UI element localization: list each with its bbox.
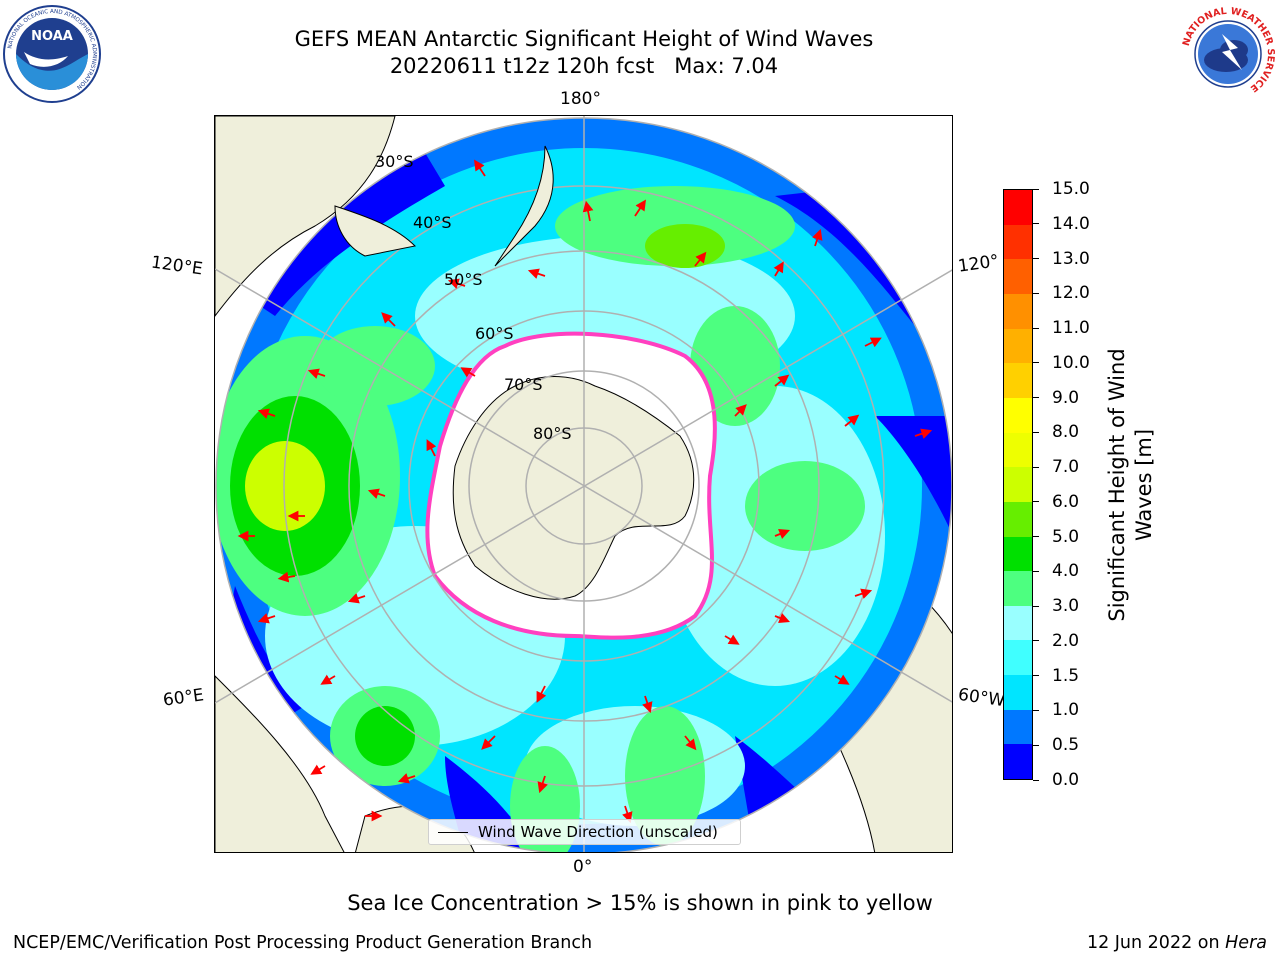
lat-label-80s: 80°S xyxy=(533,424,572,443)
map-panel xyxy=(214,115,953,853)
colorbar-tick-label: 6.0 xyxy=(1052,491,1080,512)
colorbar-tick xyxy=(1033,292,1039,294)
colorbar-tick xyxy=(1033,327,1039,329)
colorbar-segment xyxy=(1004,397,1032,433)
footer-branch: NCEP/EMC/Verification Post Processing Pr… xyxy=(13,933,593,953)
colorbar-tick-label: 3.0 xyxy=(1052,596,1080,617)
colorbar-tick-label: 5.0 xyxy=(1052,526,1080,547)
nws-logo: NATIONAL WEATHER SERVICE xyxy=(1178,4,1278,104)
colorbar-tick-label: 11.0 xyxy=(1052,318,1090,339)
colorbar-tick xyxy=(1033,258,1039,260)
colorbar-tick xyxy=(1033,431,1039,433)
lon-label-0: 0° xyxy=(573,857,593,877)
colorbar-tick xyxy=(1033,536,1039,538)
colorbar-segment xyxy=(1004,605,1032,641)
colorbar-segment xyxy=(1004,432,1032,468)
colorbar-tick xyxy=(1033,709,1039,711)
lon-label-180: 180° xyxy=(560,89,601,109)
wind-wave-arrows xyxy=(237,159,933,824)
lon-label-60e: 60°E xyxy=(161,685,206,711)
legend-label: Wind Wave Direction (unscaled) xyxy=(478,823,718,841)
colorbar-tick xyxy=(1033,605,1039,607)
colorbar-tick-label: 0.5 xyxy=(1052,735,1080,756)
svg-text:NOAA: NOAA xyxy=(31,29,73,44)
colorbar-title-line-2: Waves [m] xyxy=(1132,429,1156,541)
colorbar-segment xyxy=(1004,328,1032,364)
colorbar-tick xyxy=(1033,223,1039,225)
footer-host: Hera xyxy=(1225,933,1267,953)
colorbar-segment xyxy=(1004,467,1032,502)
antarctica-landmass xyxy=(452,376,695,600)
colorbar-tick-label: 1.5 xyxy=(1052,665,1080,686)
colorbar-tick xyxy=(1033,397,1039,399)
lat-label-50s: 50°S xyxy=(444,270,483,289)
sea-ice-note: Sea Ice Concentration > 15% is shown in … xyxy=(347,891,933,915)
map-title: GEFS MEAN Antarctic Significant Height o… xyxy=(0,26,1168,80)
colorbar xyxy=(1003,189,1033,780)
colorbar-tick-label: 13.0 xyxy=(1052,248,1090,269)
colorbar-tick xyxy=(1033,779,1039,781)
colorbar-tick-label: 10.0 xyxy=(1052,352,1090,373)
colorbar-segment xyxy=(1004,536,1032,572)
colorbar-segment xyxy=(1004,640,1032,676)
title-line-2: 20220611 t12z 120h fcst Max: 7.04 xyxy=(389,54,779,78)
lon-label-120e: 120°E xyxy=(149,252,204,280)
polar-map xyxy=(215,116,952,852)
colorbar-segment xyxy=(1004,744,1032,779)
colorbar-tick-label: 9.0 xyxy=(1052,387,1080,408)
colorbar-segment xyxy=(1004,363,1032,398)
footer-date: 12 Jun 2022 on Hera xyxy=(1087,933,1267,953)
legend-line-swatch xyxy=(438,832,468,834)
title-line-1: GEFS MEAN Antarctic Significant Height o… xyxy=(294,27,874,51)
colorbar-tick xyxy=(1033,501,1039,503)
colorbar-segment xyxy=(1004,224,1032,260)
colorbar-segment xyxy=(1004,294,1032,329)
colorbar-title-line-1: Significant Height of Wind xyxy=(1105,348,1129,621)
australia-edge xyxy=(334,205,417,257)
colorbar-tick xyxy=(1033,466,1039,468)
footer-date-text: 12 Jun 2022 on xyxy=(1086,933,1226,953)
colorbar-tick xyxy=(1033,188,1039,190)
lat-label-40s: 40°S xyxy=(413,213,452,232)
colorbar-segment xyxy=(1004,571,1032,606)
noaa-logo: NOAA NATIONAL OCEANIC AND ATMOSPHERIC AD… xyxy=(2,4,102,104)
map-legend: Wind Wave Direction (unscaled) xyxy=(428,819,741,845)
colorbar-tick-label: 8.0 xyxy=(1052,422,1080,443)
colorbar-tick xyxy=(1033,675,1039,677)
lon-label-120w: 120° xyxy=(956,251,1001,277)
longitude-gridlines xyxy=(215,116,952,852)
lat-label-70s: 70°S xyxy=(504,375,543,394)
colorbar-segment xyxy=(1004,259,1032,295)
colorbar-segment xyxy=(1004,709,1032,745)
lat-label-60s: 60°S xyxy=(475,324,514,343)
colorbar-tick-label: 2.0 xyxy=(1052,630,1080,651)
colorbar-tick-label: 15.0 xyxy=(1052,179,1090,199)
lat-label-30s: 30°S xyxy=(375,152,414,171)
new-zealand xyxy=(494,145,554,267)
colorbar-tick xyxy=(1033,570,1039,572)
colorbar-tick xyxy=(1033,744,1039,746)
colorbar-tick-label: 4.0 xyxy=(1052,561,1080,582)
colorbar-tick xyxy=(1033,640,1039,642)
colorbar-tick-label: 1.0 xyxy=(1052,700,1080,721)
colorbar-tick-label: 12.0 xyxy=(1052,283,1090,304)
colorbar-tick-label: 0.0 xyxy=(1052,770,1080,790)
colorbar-tick-label: 7.0 xyxy=(1052,457,1080,478)
colorbar-segment xyxy=(1004,501,1032,537)
colorbar-tick-label: 14.0 xyxy=(1052,213,1090,234)
colorbar-title: Significant Height of Wind Waves [m] xyxy=(1100,295,1166,675)
colorbar-segment xyxy=(1004,190,1032,225)
colorbar-segment xyxy=(1004,675,1032,710)
colorbar-tick xyxy=(1033,362,1039,364)
lon-label-60w: 60°W xyxy=(956,684,1007,712)
